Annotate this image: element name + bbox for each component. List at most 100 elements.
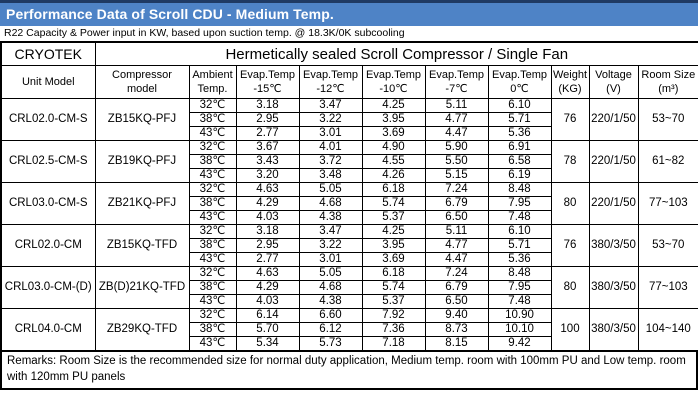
capacity-value-cell: 4.90	[361, 140, 426, 155]
capacity-value-cell: 5.90	[424, 140, 489, 155]
capacity-value-cell: 7.36	[361, 322, 426, 337]
unit-model-cell: CRL02.0-CM-S	[0, 98, 96, 141]
capacity-value-cell: 10.90	[487, 308, 552, 323]
capacity-value-cell: 3.67	[235, 140, 300, 155]
ambient-temp-cell: 43℃	[188, 126, 237, 141]
capacity-value-cell: 3.01	[298, 252, 363, 267]
column-header-unit-model: Unit Model	[0, 65, 96, 99]
capacity-value-cell: 5.36	[487, 252, 552, 267]
capacity-value-cell: 3.18	[235, 98, 300, 113]
capacity-value-cell: 4.29	[235, 196, 300, 211]
capacity-value-cell: 6.18	[361, 266, 426, 281]
voltage-cell: 220/1/50	[588, 98, 639, 141]
voltage-cell: 380/3/50	[588, 308, 639, 352]
capacity-value-cell: 7.95	[487, 280, 552, 295]
capacity-value-cell: 6.79	[424, 196, 489, 211]
capacity-value-cell: 6.19	[487, 168, 552, 183]
capacity-value-cell: 3.01	[298, 126, 363, 141]
capacity-value-cell: 5.11	[424, 98, 489, 113]
table-row: 43℃ 5.34 5.73 7.18 8.15 9.42	[1, 336, 698, 352]
capacity-value-cell: 6.10	[487, 224, 552, 239]
column-header-weight: Weight (KG)	[550, 65, 590, 99]
capacity-value-cell: 4.63	[235, 182, 300, 197]
column-header-compressor-model: Compressor model	[94, 65, 190, 99]
voltage-cell: 380/3/50	[588, 266, 639, 309]
column-header-room-size: Room Size (m³)	[637, 65, 698, 99]
capacity-value-cell: 3.95	[361, 112, 426, 127]
column-header-voltage: Voltage (V)	[588, 65, 639, 99]
capacity-value-cell: 5.71	[487, 112, 552, 127]
capacity-value-cell: 3.69	[361, 126, 426, 141]
ambient-temp-cell: 43℃	[188, 252, 237, 267]
column-header-evap-temp-minus10: Evap.Temp -10℃	[361, 65, 426, 99]
capacity-value-cell: 4.68	[298, 196, 363, 211]
capacity-value-cell: 4.63	[235, 266, 300, 281]
capacity-value-cell: 5.74	[361, 280, 426, 295]
capacity-value-cell: 5.70	[235, 322, 300, 337]
ambient-temp-cell: 43℃	[188, 336, 237, 352]
table-row: 43℃ 3.20 3.48 4.26 5.15 6.19	[1, 168, 698, 183]
unit-model-cell: CRL03.0-CM-(D)	[0, 266, 96, 309]
unit-model-cell: CRL04.0-CM	[0, 308, 96, 352]
remarks: Remarks: Room Size is the recommended si…	[0, 352, 698, 391]
capacity-value-cell: 3.95	[361, 238, 426, 253]
ambient-temp-cell: 38℃	[188, 196, 237, 211]
capacity-value-cell: 10.10	[487, 322, 552, 337]
capacity-value-cell: 8.73	[424, 322, 489, 337]
capacity-value-cell: 5.05	[298, 266, 363, 281]
weight-cell: 100	[550, 308, 590, 352]
ambient-temp-cell: 43℃	[188, 210, 237, 225]
capacity-value-cell: 5.37	[361, 210, 426, 225]
capacity-value-cell: 6.10	[487, 98, 552, 113]
capacity-value-cell: 6.12	[298, 322, 363, 337]
brand-cell: CRYOTEK	[0, 41, 96, 66]
capacity-value-cell: 2.95	[235, 238, 300, 253]
capacity-value-cell: 2.77	[235, 252, 300, 267]
compressor-type-cell: Hermetically sealed Scroll Compressor / …	[94, 41, 698, 66]
capacity-value-cell: 6.18	[361, 182, 426, 197]
ambient-temp-cell: 32℃	[188, 98, 237, 113]
capacity-value-cell: 3.43	[235, 154, 300, 169]
compressor-model-cell: ZB(D)21KQ-TFD	[94, 266, 190, 309]
capacity-value-cell: 5.50	[424, 154, 489, 169]
capacity-value-cell: 7.48	[487, 294, 552, 309]
capacity-value-cell: 4.38	[298, 210, 363, 225]
ambient-temp-cell: 43℃	[188, 168, 237, 183]
capacity-value-cell: 7.95	[487, 196, 552, 211]
weight-cell: 80	[550, 266, 590, 309]
capacity-value-cell: 4.55	[361, 154, 426, 169]
capacity-value-cell: 3.47	[298, 98, 363, 113]
capacity-value-cell: 4.47	[424, 252, 489, 267]
capacity-value-cell: 4.29	[235, 280, 300, 295]
table-row: CRL03.0-CM-S ZB21KQ-PFJ 32℃ 4.63 5.05 6.18 7.2…	[0, 182, 698, 225]
ambient-temp-cell: 43℃	[188, 294, 237, 309]
capacity-value-cell: 7.92	[361, 308, 426, 323]
column-header-evap-temp-minus12: Evap.Temp -12℃	[298, 65, 363, 99]
capacity-value-cell: 3.22	[298, 112, 363, 127]
capacity-value-cell: 5.74	[361, 196, 426, 211]
capacity-value-cell: 8.48	[487, 266, 552, 281]
compressor-model-cell: ZB21KQ-PFJ	[94, 182, 190, 225]
capacity-value-cell: 4.03	[235, 210, 300, 225]
capacity-value-cell: 6.91	[487, 140, 552, 155]
capacity-value-cell: 6.60	[298, 308, 363, 323]
capacity-value-cell: 3.47	[298, 224, 363, 239]
compressor-model-cell: ZB29KQ-TFD	[94, 308, 190, 352]
room-size-cell: 77~103	[637, 182, 698, 225]
capacity-value-cell: 6.50	[424, 294, 489, 309]
capacity-value-cell: 8.15	[424, 336, 489, 352]
capacity-value-cell: 4.77	[424, 238, 489, 253]
capacity-value-cell: 3.18	[235, 224, 300, 239]
capacity-value-cell: 4.77	[424, 112, 489, 127]
table-row: 43℃ 4.03 4.38 5.37 6.50 7.48	[1, 210, 698, 225]
capacity-value-cell: 2.77	[235, 126, 300, 141]
room-size-cell: 61~82	[637, 140, 698, 183]
weight-cell: 78	[550, 140, 590, 183]
table-row: 38℃ 5.70 6.12 7.36 8.73 10.10	[1, 322, 698, 337]
table-row: 38℃ 2.95 3.22 3.95 4.77 5.71	[1, 238, 698, 253]
capacity-value-cell: 6.58	[487, 154, 552, 169]
ambient-temp-cell: 32℃	[188, 266, 237, 281]
voltage-cell: 220/1/50	[588, 140, 639, 183]
voltage-cell: 220/1/50	[588, 182, 639, 225]
column-header-ambient-temp: Ambient Temp.	[188, 65, 237, 99]
